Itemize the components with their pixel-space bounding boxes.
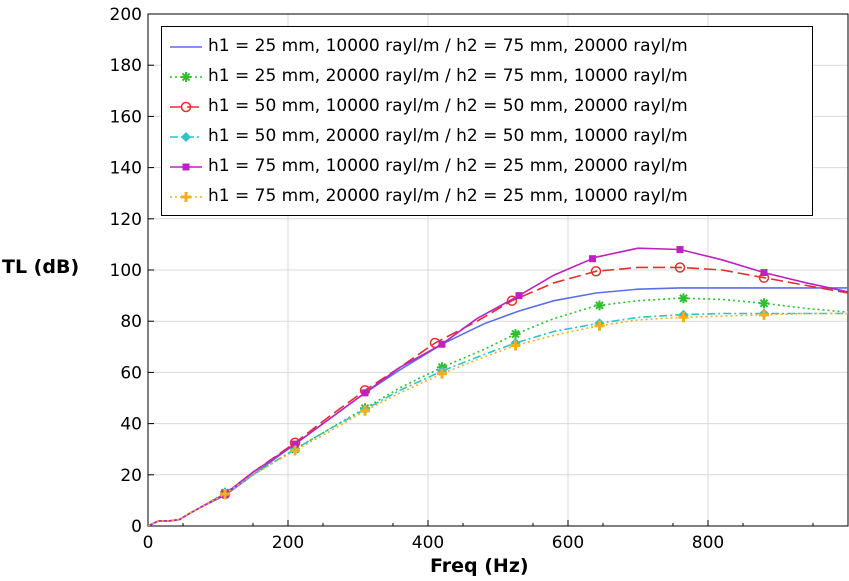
legend-item: h1 = 25 mm, 10000 rayl/m / h2 = 75 mm, 2… <box>162 33 812 61</box>
legend-item: h1 = 25 mm, 20000 rayl/m / h2 = 75 mm, 1… <box>162 63 812 91</box>
series-6-marker <box>678 312 689 323</box>
series-6-marker <box>510 340 521 351</box>
y-tick-label: 40 <box>120 415 142 435</box>
legend-label: h1 = 25 mm, 10000 rayl/m / h2 = 75 mm, 2… <box>208 36 688 56</box>
legend-marker <box>181 132 191 142</box>
series-6 <box>148 309 848 526</box>
series-2-marker <box>759 298 769 309</box>
legend-marker <box>182 163 190 171</box>
legend-marker <box>181 72 191 82</box>
y-tick-label: 120 <box>110 210 142 230</box>
legend-swatch <box>170 132 202 142</box>
legend-label: h1 = 75 mm, 20000 rayl/m / h2 = 25 mm, 1… <box>208 186 688 206</box>
y-axis-label: TL (dB) <box>2 256 80 278</box>
series-2-marker <box>594 300 605 311</box>
legend-marker <box>181 192 191 202</box>
series-5-marker <box>760 269 768 277</box>
y-tick-label: 140 <box>110 159 142 179</box>
x-tick-label: 600 <box>552 533 584 553</box>
series-group <box>148 246 848 526</box>
x-tick-label: 200 <box>272 533 304 553</box>
series-5-marker <box>291 440 299 448</box>
legend-item: h1 = 50 mm, 20000 rayl/m / h2 = 50 mm, 1… <box>162 123 812 151</box>
y-tick-label: 100 <box>110 261 142 281</box>
series-5-marker <box>438 340 446 348</box>
legend-label: h1 = 50 mm, 20000 rayl/m / h2 = 50 mm, 1… <box>208 126 688 146</box>
legend-label: h1 = 50 mm, 10000 rayl/m / h2 = 50 mm, 2… <box>208 96 688 116</box>
legend-marker <box>180 101 192 113</box>
y-tick-label: 60 <box>120 363 142 383</box>
legend-label: h1 = 25 mm, 20000 rayl/m / h2 = 75 mm, 1… <box>208 66 688 86</box>
legend-label: h1 = 75 mm, 10000 rayl/m / h2 = 25 mm, 2… <box>208 156 688 176</box>
series-5-marker <box>515 292 523 300</box>
legend-item: h1 = 75 mm, 10000 rayl/m / h2 = 25 mm, 2… <box>162 153 812 181</box>
series-2-marker <box>678 293 689 304</box>
series-5-marker <box>676 246 684 254</box>
legend-swatch <box>170 192 202 202</box>
x-axis-label: Freq (Hz) <box>430 555 529 577</box>
series-5-marker <box>589 255 596 263</box>
y-tick-label: 20 <box>120 466 142 486</box>
x-tick-label: 800 <box>692 533 724 553</box>
legend-item: h1 = 50 mm, 10000 rayl/m / h2 = 50 mm, 2… <box>162 93 812 121</box>
series-3-marker <box>506 295 518 306</box>
y-tick-label: 200 <box>110 5 142 25</box>
series-3-marker <box>674 262 686 273</box>
y-tick-label: 160 <box>110 107 142 127</box>
x-tick-label: 400 <box>412 533 444 553</box>
series-line-4 <box>148 312 848 526</box>
y-tick-label: 80 <box>120 312 142 332</box>
series-6-marker <box>360 405 370 416</box>
legend-item: h1 = 75 mm, 20000 rayl/m / h2 = 25 mm, 1… <box>162 183 812 211</box>
legend-swatch <box>170 46 202 48</box>
series-5-marker <box>361 389 369 397</box>
x-tick-label: 0 <box>143 533 154 553</box>
series-6-marker <box>220 489 230 499</box>
legend-swatch <box>170 72 202 82</box>
y-tick-label: 0 <box>131 517 142 537</box>
legend: h1 = 25 mm, 10000 rayl/m / h2 = 75 mm, 2… <box>161 26 813 216</box>
series-6-marker <box>759 309 769 320</box>
y-tick-label: 180 <box>110 56 142 76</box>
legend-swatch <box>170 101 202 113</box>
series-6-marker <box>594 320 605 331</box>
legend-swatch <box>170 163 202 171</box>
series-6-marker <box>437 368 447 379</box>
series-line-6 <box>148 312 848 526</box>
series-2-marker <box>510 329 521 339</box>
series-6-marker <box>290 445 300 456</box>
series-3-marker <box>590 266 602 277</box>
